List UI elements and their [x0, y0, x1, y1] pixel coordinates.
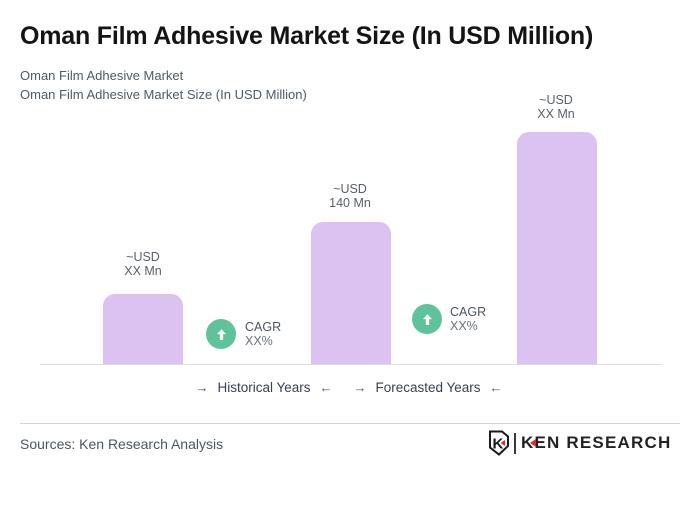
logo-wordmark-text: KEN RESEARCH — [521, 433, 672, 452]
growth-arrow-badge — [206, 319, 236, 349]
subtitle-line-2: Oman Film Adhesive Market Size (In USD M… — [20, 87, 307, 102]
cagr-value: XX% — [450, 318, 478, 333]
bar-forecast — [517, 132, 597, 364]
cagr-title: CAGR — [245, 320, 282, 334]
bar-value-label: ~USD 140 Mn — [270, 182, 430, 210]
sources-text: Sources: Ken Research Analysis — [20, 436, 224, 452]
cagr-title: CAGR — [450, 305, 487, 319]
footer-divider — [20, 423, 680, 424]
subtitle-line-1: Oman Film Adhesive Market — [20, 68, 184, 83]
x-legend-historical: → Historical Years ← — [168, 379, 360, 395]
cagr-value: XX% — [245, 333, 273, 348]
bar-value-line2: XX Mn — [124, 264, 162, 278]
x-legend-label: Historical Years — [217, 379, 311, 395]
bar-value-line1: ~USD — [333, 182, 367, 196]
x-legend-forecasted: → Forecasted Years ← — [332, 379, 524, 395]
x-axis-line — [40, 364, 662, 365]
arrow-up-icon — [216, 328, 226, 340]
subtitle-block: Oman Film Adhesive Market Oman Film Adhe… — [20, 66, 307, 104]
bar-value-label: ~USD XX Mn — [476, 93, 636, 121]
bar-value-line1: ~USD — [539, 93, 573, 107]
page-title: Oman Film Adhesive Market Size (In USD M… — [20, 22, 594, 50]
cagr-label: CAGR XX% — [245, 320, 282, 348]
logo-separator — [514, 432, 516, 454]
arrow-right-icon: → — [353, 379, 367, 395]
ken-research-logo: K KEN RESEARCH — [487, 430, 671, 456]
logo-red-triangle-icon — [530, 439, 536, 447]
arrow-right-icon: → — [195, 379, 209, 395]
bar-value-label: ~USD XX Mn — [63, 250, 223, 278]
svg-text:K: K — [493, 436, 504, 453]
bar-value-line1: ~USD — [126, 250, 160, 264]
arrow-up-icon — [422, 313, 432, 325]
ken-research-emblem-icon: K — [489, 430, 509, 456]
bar-middle — [311, 222, 391, 364]
bar-value-line2: 140 Mn — [329, 196, 371, 210]
cagr-label: CAGR XX% — [450, 305, 487, 333]
x-legend-label: Forecasted Years — [375, 379, 481, 395]
bar-value-line2: XX Mn — [537, 107, 575, 121]
arrow-left-icon: ← — [319, 379, 333, 395]
growth-arrow-badge — [412, 304, 442, 334]
arrow-left-icon: ← — [489, 379, 503, 395]
logo-wordmark: KEN RESEARCH — [521, 433, 671, 453]
bar-historical — [103, 294, 183, 364]
